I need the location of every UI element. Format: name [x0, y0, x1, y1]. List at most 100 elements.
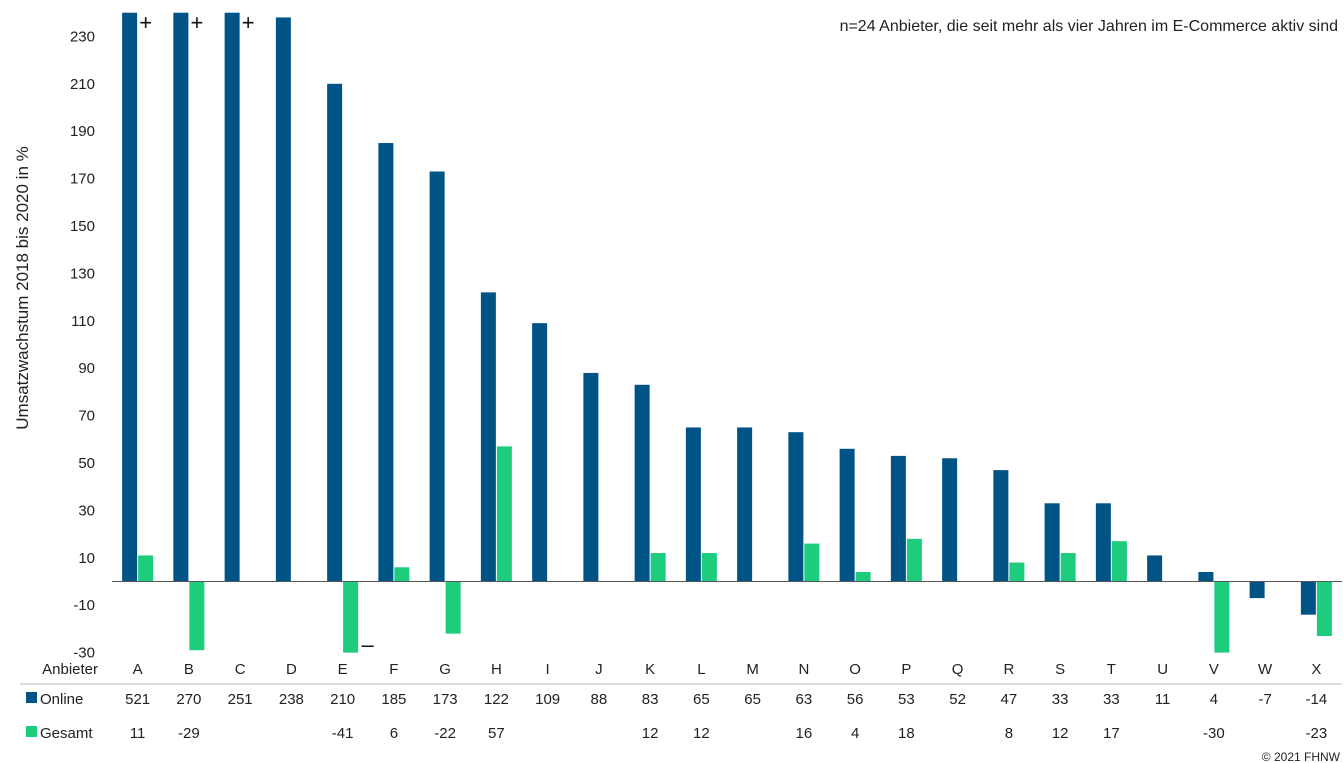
bar-online-K: [634, 384, 650, 582]
table-value-online: 251: [228, 691, 253, 708]
category-label: E: [338, 661, 348, 678]
table-value-gesamt: 6: [390, 725, 398, 742]
bar-online-M: [737, 427, 753, 582]
bar-online-W: [1249, 581, 1265, 599]
category-label: N: [798, 661, 809, 678]
bar-online-N: [788, 432, 804, 582]
table-value-gesamt: 12: [1052, 725, 1069, 742]
table-value-online: 63: [796, 691, 813, 708]
overflow-markers: + + + –: [139, 10, 374, 657]
y-tick-label: 50: [78, 455, 95, 472]
y-tick-label: 150: [70, 218, 95, 235]
category-label: K: [645, 661, 655, 678]
category-label: V: [1209, 661, 1219, 678]
category-label: C: [235, 661, 246, 678]
category-label: G: [439, 661, 451, 678]
table-value-online: 122: [484, 691, 509, 708]
table-value-gesamt: -30: [1203, 725, 1225, 742]
table-value-gesamt: 16: [796, 725, 813, 742]
y-tick-label: 10: [78, 550, 95, 567]
data-table: Online 521 270 251 238 210 185 173 122 109 88 83 65 6…: [26, 691, 1327, 742]
category-label: M: [746, 661, 759, 678]
table-value-gesamt: -22: [434, 725, 456, 742]
bar-online-P: [890, 455, 906, 582]
bar-online-U: [1147, 555, 1163, 582]
category-label: B: [184, 661, 194, 678]
bar-gesamt-O: [855, 572, 871, 582]
bar-online-F: [378, 143, 394, 582]
category-label: W: [1258, 661, 1273, 678]
table-value-online: 11: [1155, 691, 1171, 708]
bar-online-T: [1095, 503, 1111, 582]
bar-gesamt-N: [804, 543, 820, 582]
bar-online-G: [429, 171, 445, 582]
bar-gesamt-P: [906, 538, 922, 582]
bar-online-D: [275, 17, 291, 582]
legend-label-online: Online: [40, 691, 83, 708]
category-label: R: [1003, 661, 1014, 678]
table-value-online: 238: [279, 691, 304, 708]
table-value-online: 33: [1052, 691, 1069, 708]
table-value-gesamt: 57: [488, 725, 505, 742]
overflow-plus-marker: +: [190, 10, 203, 35]
table-value-online: 65: [744, 691, 761, 708]
table-value-online: 88: [591, 691, 608, 708]
bar-gesamt-S: [1060, 553, 1076, 582]
table-value-gesamt: -23: [1306, 725, 1328, 742]
table-value-online: 185: [381, 691, 406, 708]
bar-gesamt-V: [1214, 581, 1230, 653]
legend-swatch-gesamt: [26, 726, 37, 737]
table-value-gesamt: -41: [332, 725, 354, 742]
bar-online-H: [480, 292, 496, 582]
category-label: L: [697, 661, 705, 678]
y-tick-label: -10: [73, 597, 95, 614]
category-label: S: [1055, 661, 1065, 678]
table-value-gesamt: 18: [898, 725, 915, 742]
bar-gesamt-H: [496, 446, 512, 582]
y-tick-label: 30: [78, 502, 95, 519]
table-value-gesamt: 4: [851, 725, 859, 742]
table-value-online: 56: [847, 691, 864, 708]
legend-label-gesamt: Gesamt: [40, 725, 93, 742]
bar-gesamt-R: [1009, 562, 1025, 582]
category-header: Anbieter: [42, 661, 98, 678]
y-tick-label: -30: [73, 645, 95, 662]
category-label: J: [595, 661, 603, 678]
overflow-minus-marker: –: [362, 632, 375, 657]
table-value-gesamt: -29: [178, 725, 200, 742]
y-tick-label: 170: [70, 171, 95, 188]
y-axis-ticks: 230 210 190 170 150 130 110 90 70 50 30 10 -10 -30: [70, 28, 95, 661]
bar-gesamt-B: [189, 581, 205, 651]
category-label: Q: [952, 661, 964, 678]
bar-gesamt-L: [701, 553, 717, 582]
bar-gesamt-E: [343, 581, 359, 653]
bar-online-E: [327, 83, 343, 582]
y-tick-label: 90: [78, 360, 95, 377]
bar-online-V: [1198, 572, 1214, 582]
bar-gesamt-G: [445, 581, 461, 634]
category-label: X: [1311, 661, 1321, 678]
table-value-online: 52: [949, 691, 966, 708]
table-value-gesamt: 17: [1103, 725, 1120, 742]
table-value-online: -7: [1258, 691, 1271, 708]
table-value-online: 53: [898, 691, 915, 708]
category-label: A: [133, 661, 143, 678]
table-value-gesamt: 11: [130, 725, 146, 742]
table-value-online: -14: [1306, 691, 1328, 708]
bar-online-S: [1044, 503, 1060, 582]
category-label: F: [389, 661, 398, 678]
table-value-online: 173: [433, 691, 458, 708]
bar-online-R: [993, 470, 1009, 582]
bar-online-C: [224, 12, 240, 582]
sample-note: n=24 Anbieter, die seit mehr als vier Ja…: [840, 18, 1338, 35]
y-tick-label: 190: [70, 123, 95, 140]
bar-gesamt-T: [1111, 541, 1127, 582]
table-value-online: 109: [535, 691, 560, 708]
overflow-plus-marker: +: [242, 10, 255, 35]
table-value-gesamt: 12: [642, 725, 659, 742]
bar-online-Q: [942, 458, 958, 582]
y-tick-label: 210: [70, 76, 95, 93]
bar-gesamt-F: [394, 567, 410, 582]
bar-online-I: [532, 323, 548, 582]
